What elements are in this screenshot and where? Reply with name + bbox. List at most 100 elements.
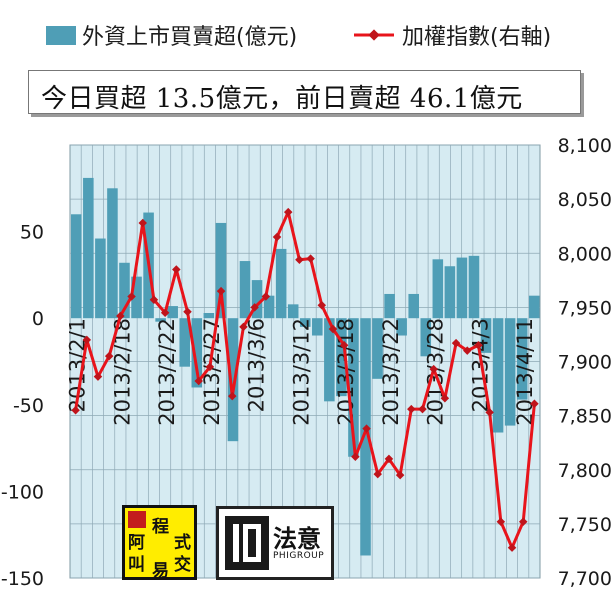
logo-brand-text: 法意 — [273, 525, 321, 553]
bar — [95, 238, 106, 319]
right-tick-label: 8,100 — [558, 135, 612, 157]
index-point — [328, 324, 338, 334]
right-tick-label: 7,700 — [558, 568, 612, 590]
index-point — [351, 452, 360, 462]
index-point — [127, 292, 136, 301]
index-point — [384, 454, 394, 464]
index-point — [407, 404, 416, 414]
bar — [492, 318, 504, 433]
bar — [384, 293, 395, 319]
index-point — [205, 362, 215, 372]
index-point — [496, 517, 506, 526]
bar — [251, 280, 263, 319]
bar — [432, 259, 444, 319]
grid-layer — [70, 144, 540, 579]
bar — [420, 318, 432, 357]
logo-char-1: 阿 — [128, 533, 145, 553]
logo-char-4: 式 — [174, 533, 191, 553]
left-tick-label: 50 — [20, 222, 44, 244]
index-point — [429, 364, 438, 374]
index-point — [160, 308, 170, 318]
legend-item-line: 加權指數(右軸) — [352, 18, 551, 52]
bar — [167, 306, 178, 319]
index-point — [93, 372, 103, 381]
index-point — [216, 286, 226, 296]
bar — [263, 295, 275, 319]
summary-text: 今日買超 13.5億元，前日賣超 46.1億元 — [41, 84, 523, 114]
index-point — [194, 376, 203, 386]
index-point — [395, 470, 405, 480]
x-tick-label: 2013/3/22 — [379, 318, 403, 426]
bar — [203, 313, 215, 319]
x-tick-label: 2013/2/27 — [200, 318, 224, 426]
left-tick-label: -150 — [1, 568, 44, 590]
x-tick-label: 2013/2/22 — [155, 318, 179, 426]
right-tick-label: 8,050 — [558, 189, 612, 211]
bar — [516, 318, 528, 400]
bar — [83, 177, 94, 319]
index-point — [261, 292, 271, 301]
logo-char-5: 交 — [174, 555, 191, 575]
bar — [360, 318, 371, 556]
index-point — [138, 218, 147, 228]
bar — [131, 276, 142, 319]
index-point — [283, 207, 293, 217]
bar — [348, 318, 359, 457]
bar — [504, 318, 516, 426]
right-tick-label: 7,800 — [558, 460, 612, 482]
index-point — [239, 322, 248, 332]
left-axis: -150 -100 -50 0 50 — [1, 222, 44, 590]
right-tick-label: 7,900 — [558, 352, 612, 374]
bar — [312, 318, 323, 336]
index-point — [507, 543, 517, 552]
index-point — [272, 232, 282, 242]
index-point — [172, 265, 181, 274]
left-tick-label: -50 — [13, 395, 44, 417]
index-point — [474, 341, 483, 350]
logo-char-6: 易 — [152, 561, 169, 581]
index-point — [518, 517, 528, 526]
left-tick-label: -100 — [1, 481, 44, 503]
bar — [179, 318, 191, 367]
bar — [336, 318, 347, 397]
bar — [227, 318, 239, 442]
bar — [107, 188, 118, 319]
x-tick-label: 2013/3/12 — [289, 318, 313, 426]
index-point — [71, 405, 80, 415]
index-point — [451, 338, 461, 348]
index-point — [485, 408, 494, 417]
ajiao-logo: 阿 叫 程 式 交 易 — [122, 505, 197, 581]
bar — [444, 266, 456, 319]
bar — [480, 318, 492, 353]
right-tick-label: 7,850 — [558, 406, 612, 428]
right-tick-label: 7,750 — [558, 514, 612, 536]
bar — [215, 222, 227, 319]
legend-bar-label: 外資上市買賣超(億元) — [82, 25, 298, 50]
index-point — [530, 399, 539, 408]
index-point — [228, 391, 237, 401]
right-axis: 7,700 7,750 7,800 7,850 7,900 7,950 8,000 8,050… — [558, 135, 612, 590]
logo-red-mark — [128, 511, 146, 528]
legend-line-swatch — [354, 29, 394, 41]
bar-series — [71, 177, 540, 556]
index-point — [183, 307, 192, 316]
bar — [287, 304, 299, 319]
summary-box: 今日買超 13.5億元，前日賣超 46.1億元 — [28, 70, 581, 114]
logo-char-3: 程 — [152, 517, 169, 537]
index-point — [82, 335, 92, 345]
index-point — [116, 311, 125, 321]
bar — [119, 262, 130, 319]
logo-emblem — [225, 516, 269, 570]
index-point — [149, 295, 159, 305]
bar — [275, 248, 287, 319]
index-point — [250, 303, 259, 312]
legend-bar-swatch — [46, 25, 76, 45]
line-series — [71, 207, 539, 552]
bar — [372, 318, 383, 379]
index-point — [306, 254, 315, 263]
legend-line-label: 加權指數(右軸) — [402, 25, 552, 50]
bar — [396, 318, 407, 336]
index-point — [104, 351, 114, 361]
phigroup-logo: 法意 PHIGROUP — [216, 506, 334, 580]
